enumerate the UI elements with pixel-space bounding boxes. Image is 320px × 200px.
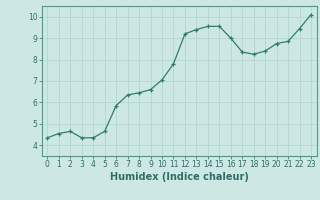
X-axis label: Humidex (Indice chaleur): Humidex (Indice chaleur) <box>110 172 249 182</box>
